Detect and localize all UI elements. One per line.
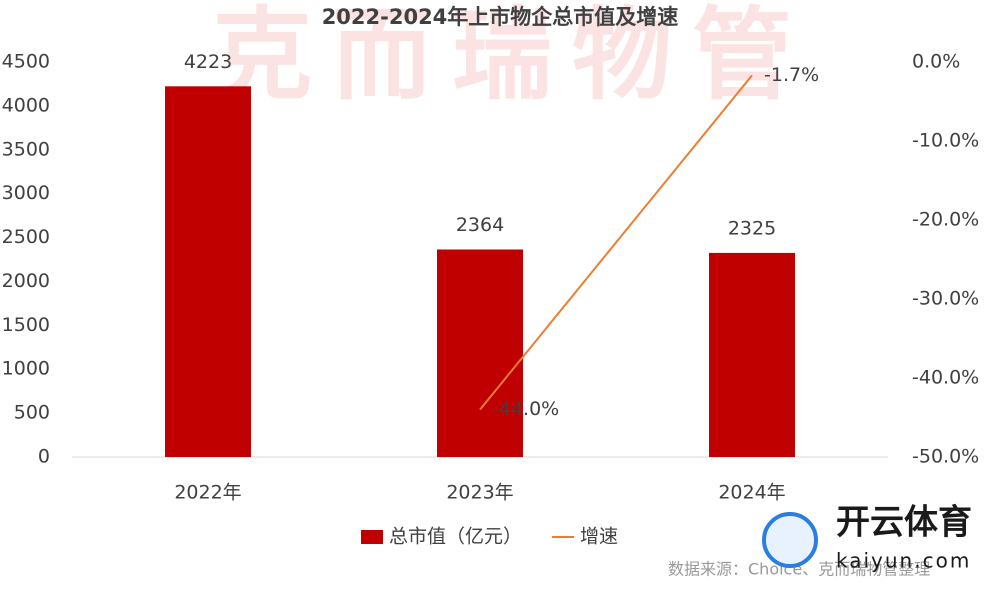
logo-icon — [762, 512, 818, 568]
y-tick-label: 2500 — [2, 226, 50, 248]
y2-tick-label: -50.0% — [912, 446, 979, 468]
y2-tick-label: 0.0% — [912, 51, 960, 73]
y-tick-label: 4500 — [2, 51, 50, 73]
bar — [437, 249, 523, 457]
legend-swatch — [361, 530, 383, 544]
y-tick-label: 3000 — [2, 182, 50, 204]
y-tick-label: 500 — [14, 402, 50, 424]
y-tick-label: 0 — [38, 446, 50, 468]
y2-tick-label: -10.0% — [912, 130, 979, 152]
legend-label: 增速 — [580, 526, 618, 548]
watermark: 克而瑞物管 — [212, 0, 812, 113]
x-tick-label: 2024年 — [718, 482, 785, 504]
y-tick-label: 4000 — [2, 94, 50, 116]
bar — [165, 86, 251, 457]
y2-tick-label: -20.0% — [912, 209, 979, 231]
y2-tick-label: -40.0% — [912, 367, 979, 389]
chart-title: 2022-2024年上市物企总市值及增速 — [322, 5, 679, 29]
x-tick-label: 2022年 — [174, 482, 241, 504]
logo-url: kaiyun.com — [836, 549, 971, 573]
line — [479, 74, 753, 411]
bar-value-label: 2325 — [728, 217, 776, 239]
y-tick-label: 3500 — [2, 138, 50, 160]
bar-value-label: 4223 — [184, 51, 232, 73]
source: 数据来源：Choice、克而瑞物管整理 — [668, 560, 930, 579]
y-tick-label: 1000 — [2, 358, 50, 380]
logo: 开云体育 kaiyun.com — [762, 503, 972, 573]
logo-name: 开云体育 — [836, 503, 972, 543]
y-tick-label: 2000 — [2, 270, 50, 292]
bar-value-label: 2364 — [456, 214, 504, 236]
legend-label: 总市值（亿元） — [389, 526, 522, 548]
y2-tick-label: -30.0% — [912, 288, 979, 310]
x-tick-label: 2023年 — [446, 482, 513, 504]
line-value-label: -44.0% — [492, 398, 559, 420]
y-tick-label: 1500 — [2, 314, 50, 336]
line-value-label: -1.7% — [764, 64, 819, 86]
bar — [709, 252, 795, 457]
